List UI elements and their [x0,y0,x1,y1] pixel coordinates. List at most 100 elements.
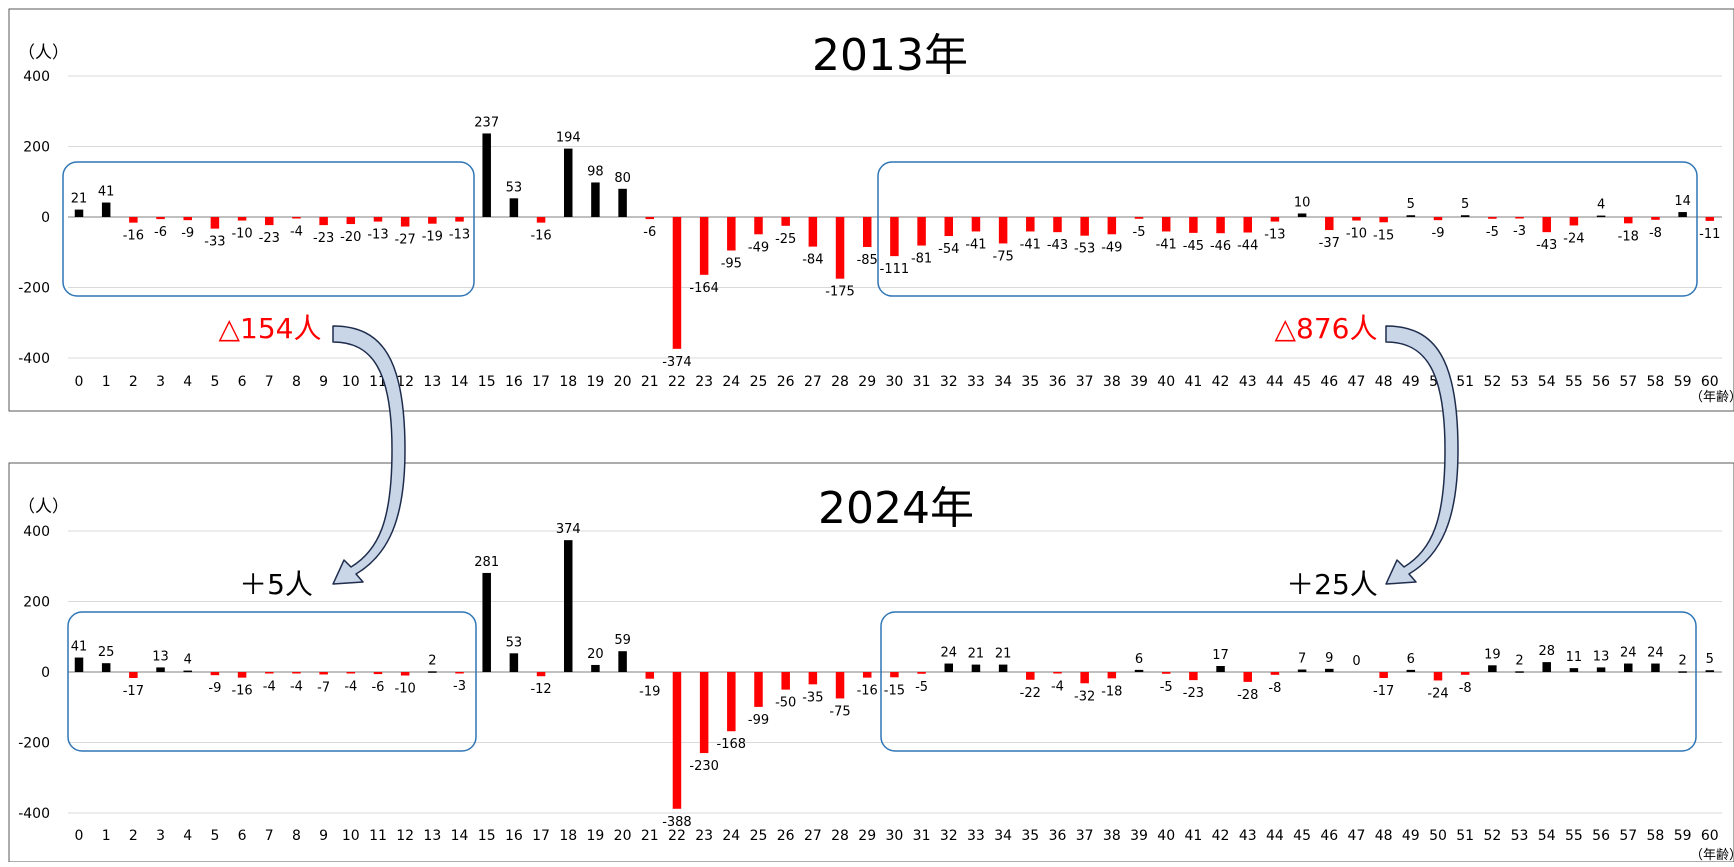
highlight-box-middle [877,161,1698,297]
data-label-age-46: 9 [1325,651,1333,666]
bar-age-49 [1406,669,1416,672]
data-label-age-57: -18 [1618,229,1639,244]
data-label-age-33: -41 [965,237,986,252]
x-tick-label: 5 [210,828,219,844]
bar-age-35 [1026,672,1035,680]
bar-age-58 [1651,217,1660,220]
data-label-age-47: 0 [1352,654,1360,669]
x-tick-label: 35 [1021,828,1039,844]
data-label-age-27: -84 [802,253,823,268]
bar-age-22 [672,672,682,809]
x-tick-label: 58 [1647,374,1665,390]
x-tick-label: 52 [1483,828,1501,844]
x-tick-label: 47 [1348,828,1366,844]
x-tick-label: 55 [1565,828,1583,844]
data-label-age-13: -19 [422,230,443,245]
data-label-age-18: 194 [556,131,581,146]
x-tick-label: 6 [238,828,247,844]
bar-age-12 [400,672,410,676]
x-tick-label: 22 [668,828,686,844]
y-tick-label: -200 [18,736,50,752]
bar-age-57 [1624,663,1633,672]
data-label-age-10: -20 [340,230,361,245]
bar-age-19 [591,664,600,672]
bar-age-37 [1080,217,1089,236]
bar-age-31 [917,672,926,674]
bar-age-19 [591,182,600,217]
data-label-age-49: 6 [1407,652,1415,667]
bar-age-48 [1379,217,1388,223]
x-tick-label: 9 [319,828,328,844]
data-label-age-40: -41 [1156,237,1177,252]
data-label-age-39: 6 [1135,652,1143,667]
bar-age-35 [1026,217,1035,232]
x-tick-label: 27 [804,828,822,844]
x-tick-label: 3 [156,374,165,390]
data-label-age-5: -33 [204,235,225,250]
y-tick-label: -400 [18,351,50,367]
bar-age-36 [1053,217,1062,233]
data-label-age-41: -45 [1183,239,1204,254]
bar-age-52 [1488,665,1497,672]
x-tick-label: 13 [423,828,441,844]
data-label-age-26: -25 [775,232,796,247]
x-tick-label: 29 [858,374,876,390]
bar-age-45 [1297,213,1307,217]
chart-title: 2013年 [812,30,968,81]
data-label-age-37: -32 [1074,689,1095,704]
data-label-age-16: 53 [506,180,523,195]
data-label-age-15: 281 [474,555,499,570]
x-tick-label: 19 [587,828,605,844]
bar-age-13 [428,217,437,224]
bar-age-29 [862,672,872,678]
data-label-age-58: 24 [1647,646,1664,661]
data-label-age-48: -17 [1373,684,1394,699]
data-label-age-55: 11 [1566,650,1583,665]
x-tick-label: 36 [1049,374,1067,390]
curved-arrow-young [332,325,406,585]
data-label-age-31: -81 [911,252,932,267]
bar-age-5 [210,217,220,229]
x-tick-label: 59 [1674,374,1692,390]
y-tick-label: 200 [23,140,50,156]
x-tick-label: 37 [1076,374,1094,390]
bar-age-55 [1569,668,1579,672]
x-tick-label: 50 [1429,828,1447,844]
x-tick-label: 29 [858,828,876,844]
bar-age-56 [1596,215,1606,218]
data-label-age-17: -12 [530,682,551,697]
bar-age-31 [917,217,926,246]
data-label-age-53: 2 [1515,653,1523,668]
data-label-age-40: -5 [1160,680,1173,695]
data-label-age-49: 5 [1407,197,1415,212]
bar-age-56 [1596,667,1606,672]
bar-age-53 [1515,671,1524,673]
bar-age-22 [672,217,682,349]
x-tick-label: 43 [1239,374,1257,390]
data-label-age-0: 41 [71,640,88,655]
data-label-age-42: -46 [1210,239,1231,254]
data-label-age-23: -230 [689,759,719,774]
data-label-age-7: -4 [263,679,276,694]
data-label-age-34: 21 [995,647,1012,662]
bar-age-8 [292,217,301,219]
x-tick-label: 0 [75,828,84,844]
data-label-age-38: -18 [1101,684,1122,699]
x-tick-label: 53 [1511,828,1529,844]
bar-age-27 [808,217,818,247]
x-tick-label: 51 [1456,374,1474,390]
data-label-age-30: -15 [884,683,905,698]
x-tick-label: 46 [1320,828,1338,844]
data-label-age-22: -374 [662,355,692,370]
data-label-age-14: -13 [449,228,470,243]
bar-age-32 [944,217,954,237]
bar-age-39 [1134,669,1144,672]
x-tick-label: 27 [804,374,822,390]
data-label-age-36: -4 [1051,679,1064,694]
data-label-age-6: -10 [231,227,252,242]
bar-age-55 [1569,217,1579,226]
data-label-age-56: 13 [1593,649,1610,664]
x-tick-label: 35 [1021,374,1039,390]
bar-age-38 [1107,672,1117,679]
